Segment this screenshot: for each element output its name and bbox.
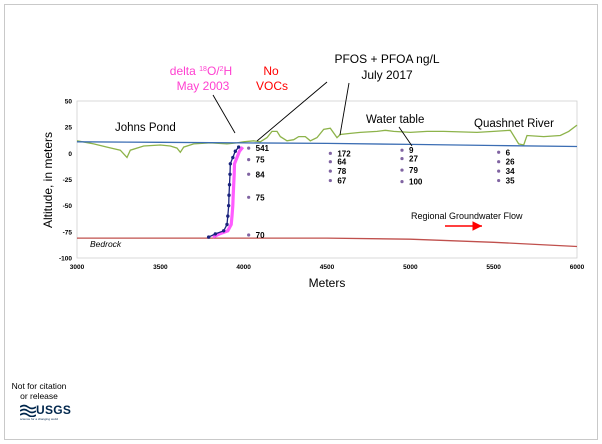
well-value-label: 541 [256,144,270,153]
isotope-point [228,172,232,176]
well-value-label: 27 [409,155,418,164]
isotope-profile-points [206,145,241,239]
x-tick-label: 3500 [153,264,168,271]
well-point [497,169,501,173]
well-point [400,168,404,172]
isotope-point [226,203,231,208]
no-vocs-label-line2: VOCs [256,79,288,93]
well-value-label: 34 [506,167,515,176]
well-point [497,160,501,164]
isotope-point [225,222,229,227]
well-value-label: 9 [409,146,414,155]
x-tick-label: 5000 [403,264,418,271]
isotope-point [233,149,238,153]
well-point [497,178,501,183]
isotope-point [221,229,226,233]
isotope-point [206,235,211,239]
isotope-date-label: May 2003 [177,79,230,93]
disclaimer-line1: Not for citation [11,381,67,391]
y-tick-label: 50 [65,99,73,106]
well-point [400,156,404,161]
well-value-label: 35 [506,177,515,186]
x-axis-ticks: 3000 3500 4000 4500 5000 5500 6000 [70,264,585,271]
pfas-leader-1 [256,81,328,142]
well-value-label: 172 [337,149,351,158]
plot-area [76,100,578,259]
well-point [400,148,404,152]
y-tick-label: -25 [63,177,73,184]
x-tick-label: 4500 [320,264,335,271]
johns-pond-label: Johns Pond [115,122,176,134]
x-tick-label: 4000 [236,264,251,271]
water-table-line [76,141,578,148]
isotope-point [227,183,232,187]
well-point [247,172,251,176]
water-table-leader [398,126,413,147]
well-value-label: 26 [506,158,515,167]
well-point [328,160,332,164]
usgs-tagline: science for a changing world [20,417,59,421]
no-vocs-label-line1: No [263,64,279,78]
disclaimer: Not for citation or release [4,381,74,401]
pfas-leader-2 [339,82,350,136]
bedrock-label: Bedrock [90,239,122,249]
water-table-label: Water table [366,114,424,126]
well-point [247,158,251,162]
well-value-label: 78 [337,167,346,176]
isotope-label: delta 18O/2H [170,64,232,78]
x-tick-label: 3000 [70,264,85,271]
y-tick-label: -75 [63,229,73,236]
isotope-point [226,214,230,218]
usgs-logo: USGS science for a changing world [20,403,71,423]
well-value-label: 70 [256,231,265,240]
x-axis-title: Meters [309,276,346,290]
isotope-point [228,162,233,166]
isotope-point [231,155,235,160]
well-point [328,169,332,173]
isotope-point [213,232,218,236]
y-tick-label: -50 [63,203,73,210]
bedrock-line [77,237,578,248]
well-value-label: 6 [506,148,511,157]
disclaimer-line2: or release [20,391,58,401]
slide-frame [4,4,598,440]
pfas-label: PFOS + PFOA ng/L [334,52,439,66]
y-tick-label: 0 [68,151,72,158]
well-value-label: 75 [256,156,265,165]
well-point [497,150,501,154]
usgs-wordmark: USGS [36,403,72,417]
well-value-label: 75 [256,193,265,202]
land-surface-line [76,124,578,159]
isotope-leader [212,94,236,134]
y-axis-title: Altitude, in meters [41,132,55,228]
isotope-point [227,193,231,197]
isotope-profile-magenta [212,146,245,239]
x-tick-label: 5500 [486,264,501,271]
well-value-label: 64 [337,158,346,167]
well-point [247,233,251,237]
y-tick-label: -100 [59,256,72,263]
pfas-date-label: July 2017 [361,68,413,82]
well-point [400,179,404,184]
well-value-label: 84 [256,170,265,179]
quashnet-river-label: Quashnet River [474,118,554,130]
well-point [247,195,251,199]
well-point [328,178,332,183]
well-point [328,151,332,155]
well-value-label: 67 [337,177,346,186]
regional-flow-label: Regional Groundwater Flow [411,211,523,221]
isotope-point [236,145,241,149]
y-tick-label: 25 [65,125,73,132]
well-value-label: 79 [409,166,418,175]
usgs-wave-icon [20,404,36,417]
well-value-label: 100 [409,178,423,187]
x-tick-label: 6000 [570,264,585,271]
well-point [247,146,251,150]
y-axis-ticks: 50 25 0 -25 -50 -75 -100 [59,99,72,263]
